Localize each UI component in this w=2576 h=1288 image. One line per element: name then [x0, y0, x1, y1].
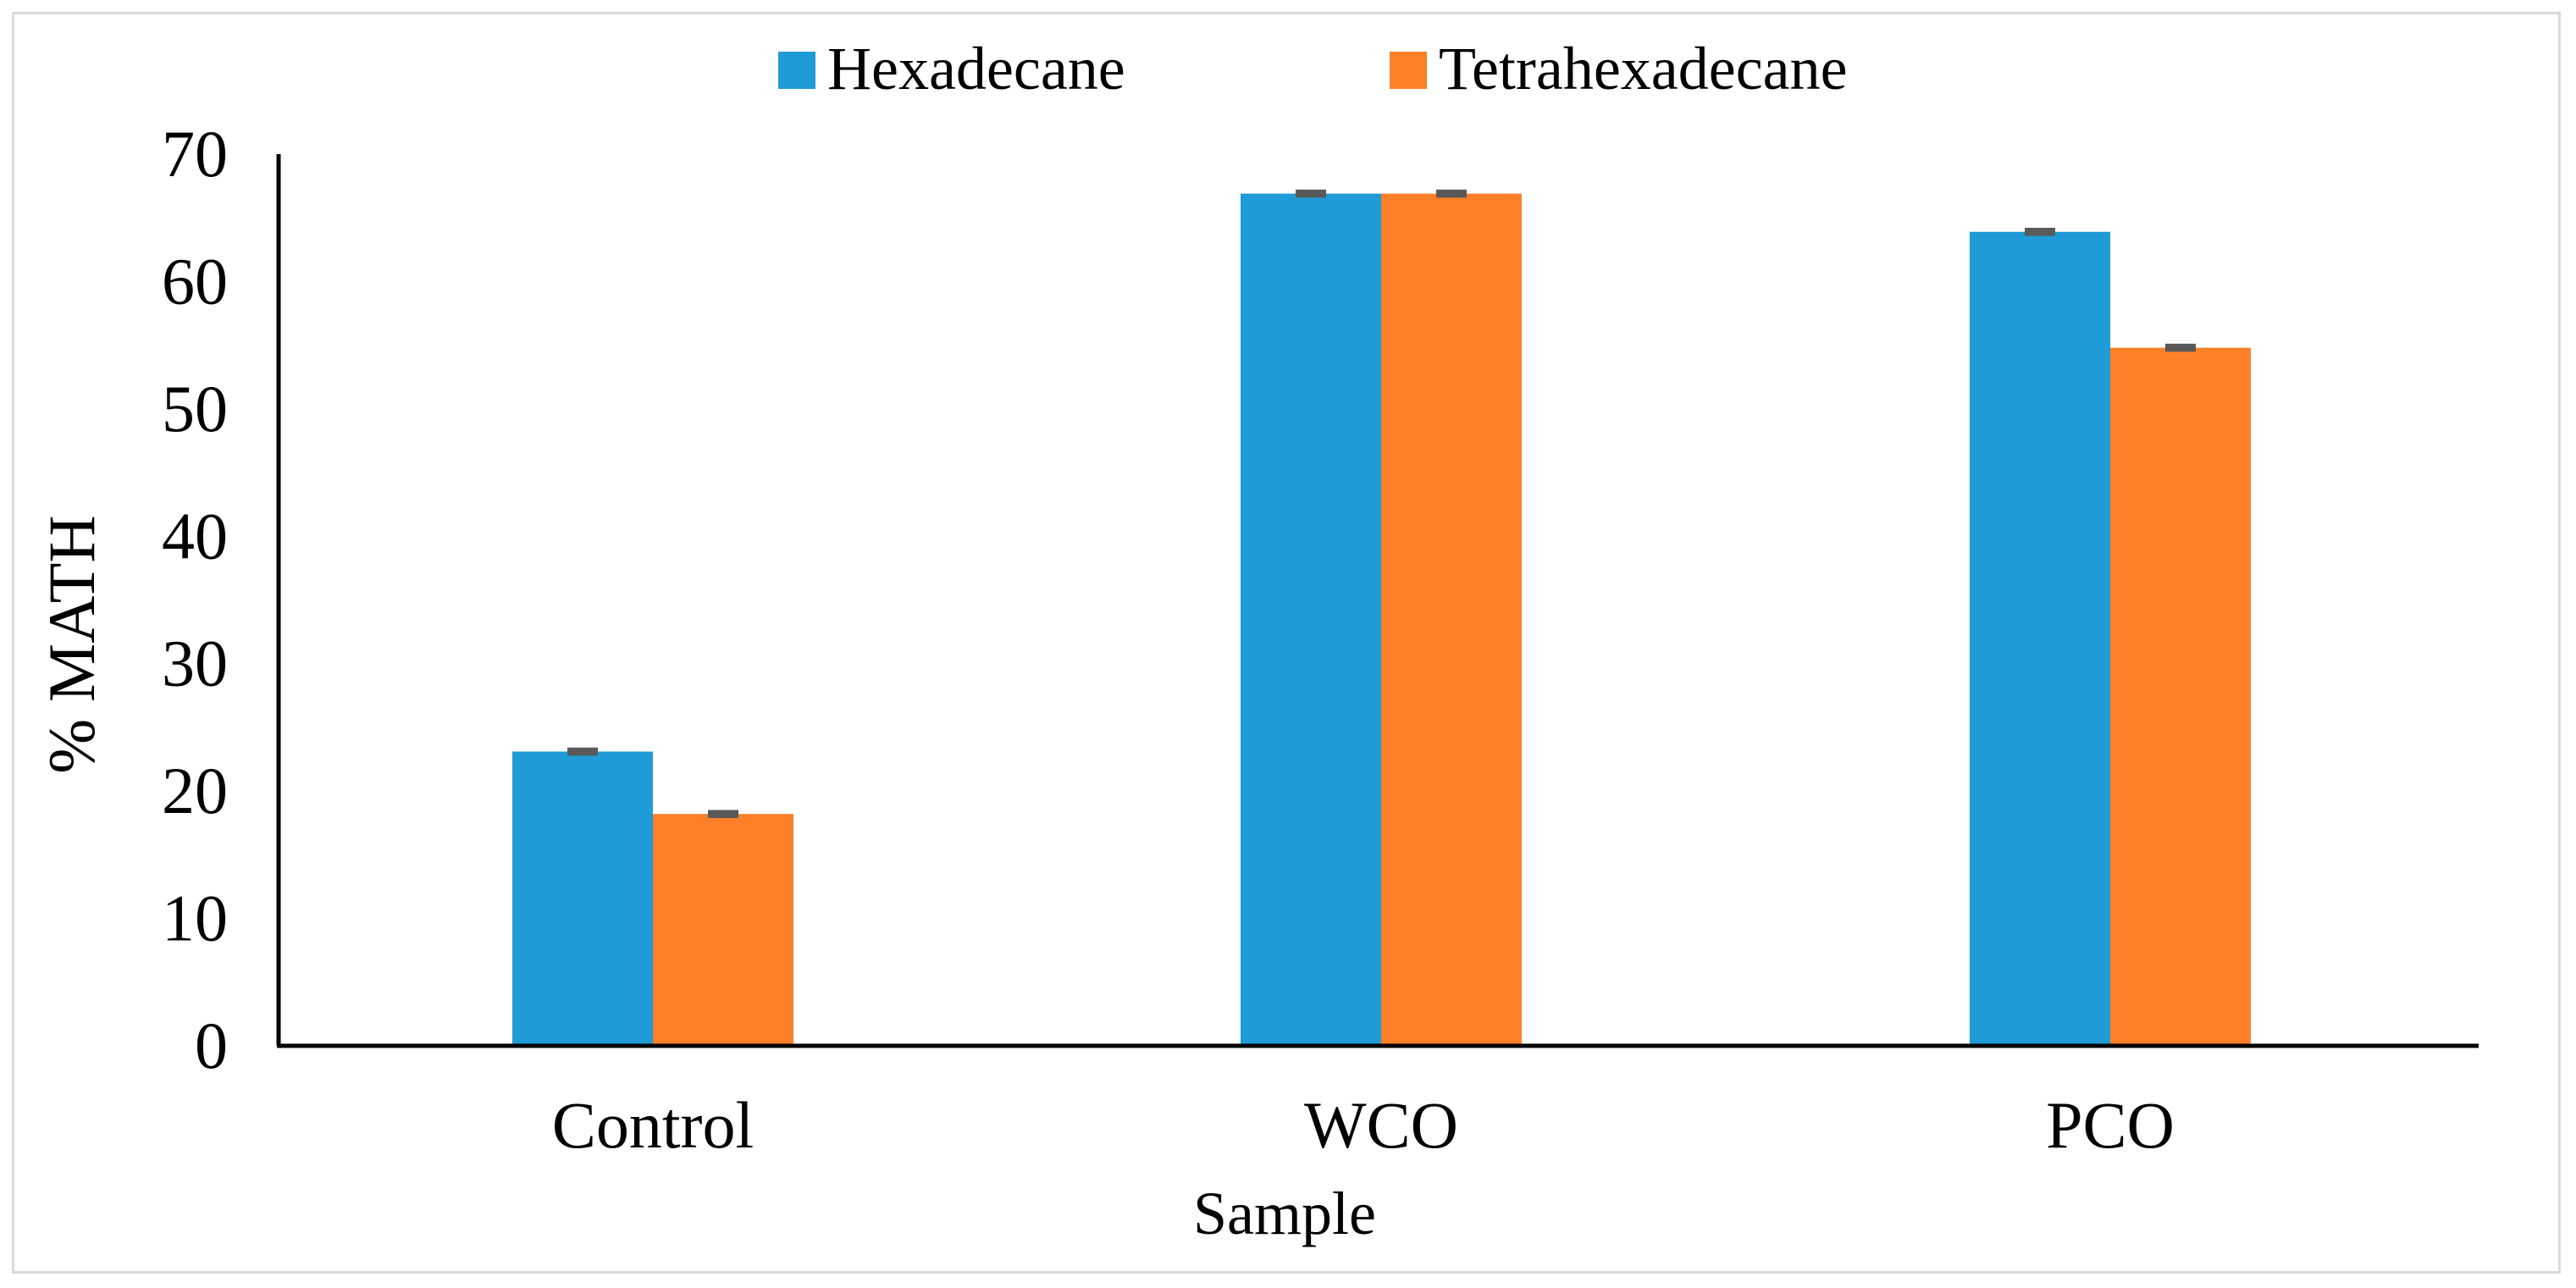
y-tick-label-70: 70	[162, 117, 228, 191]
bar-hexadecane-pco	[1970, 231, 2110, 1046]
bar-tetrahexadecane-wco	[1381, 193, 1522, 1046]
bars-group	[512, 193, 2251, 1046]
y-tick-label-10: 10	[162, 882, 228, 955]
error-bar-hexadecane-pco	[2025, 228, 2055, 236]
error-bar-hexadecane-control	[567, 747, 598, 756]
x-axis-title: Sample	[1193, 1180, 1376, 1247]
y-tick-label-60: 60	[162, 244, 228, 318]
bar-hexadecane-control	[512, 751, 653, 1046]
y-axis-title: % MATH	[35, 515, 108, 774]
bar-hexadecane-wco	[1241, 193, 1381, 1046]
error-bar-tetrahexadecane-control	[708, 810, 738, 818]
x-tick-label-control: Control	[552, 1088, 754, 1162]
error-bar-tetrahexadecane-wco	[1436, 189, 1467, 198]
bar-tetrahexadecane-control	[653, 814, 793, 1046]
y-tick-label-20: 20	[162, 754, 228, 827]
y-tick-label-0: 0	[195, 1009, 228, 1082]
error-bar-hexadecane-wco	[1296, 189, 1326, 198]
error-bars-group	[567, 189, 2196, 818]
y-tick-label-50: 50	[162, 372, 228, 445]
legend-label-tetrahexadecane: Tetrahexadecane	[1439, 35, 1848, 102]
legend-swatch-hexadecane	[778, 52, 815, 89]
y-axis-tick-labels: 0 10 20 30 40 50 60 70	[162, 117, 228, 1082]
legend-swatch-tetrahexadecane	[1390, 52, 1427, 89]
error-bar-tetrahexadecane-pco	[2165, 343, 2196, 352]
chart-frame: Hexadecane Tetrahexadecane 0 10 20 30 40 50 60…	[12, 12, 2561, 1274]
x-tick-label-wco: WCO	[1304, 1088, 1458, 1162]
bar-tetrahexadecane-pco	[2110, 347, 2251, 1046]
bar-chart: Hexadecane Tetrahexadecane 0 10 20 30 40 50 60…	[35, 35, 2479, 1247]
x-tick-label-pco: PCO	[2046, 1088, 2175, 1162]
x-axis-tick-labels: Control WCO PCO	[552, 1088, 2175, 1162]
legend: Hexadecane Tetrahexadecane	[778, 35, 1848, 102]
y-tick-label-30: 30	[162, 627, 228, 700]
y-tick-label-40: 40	[162, 499, 228, 572]
legend-label-hexadecane: Hexadecane	[827, 35, 1125, 102]
